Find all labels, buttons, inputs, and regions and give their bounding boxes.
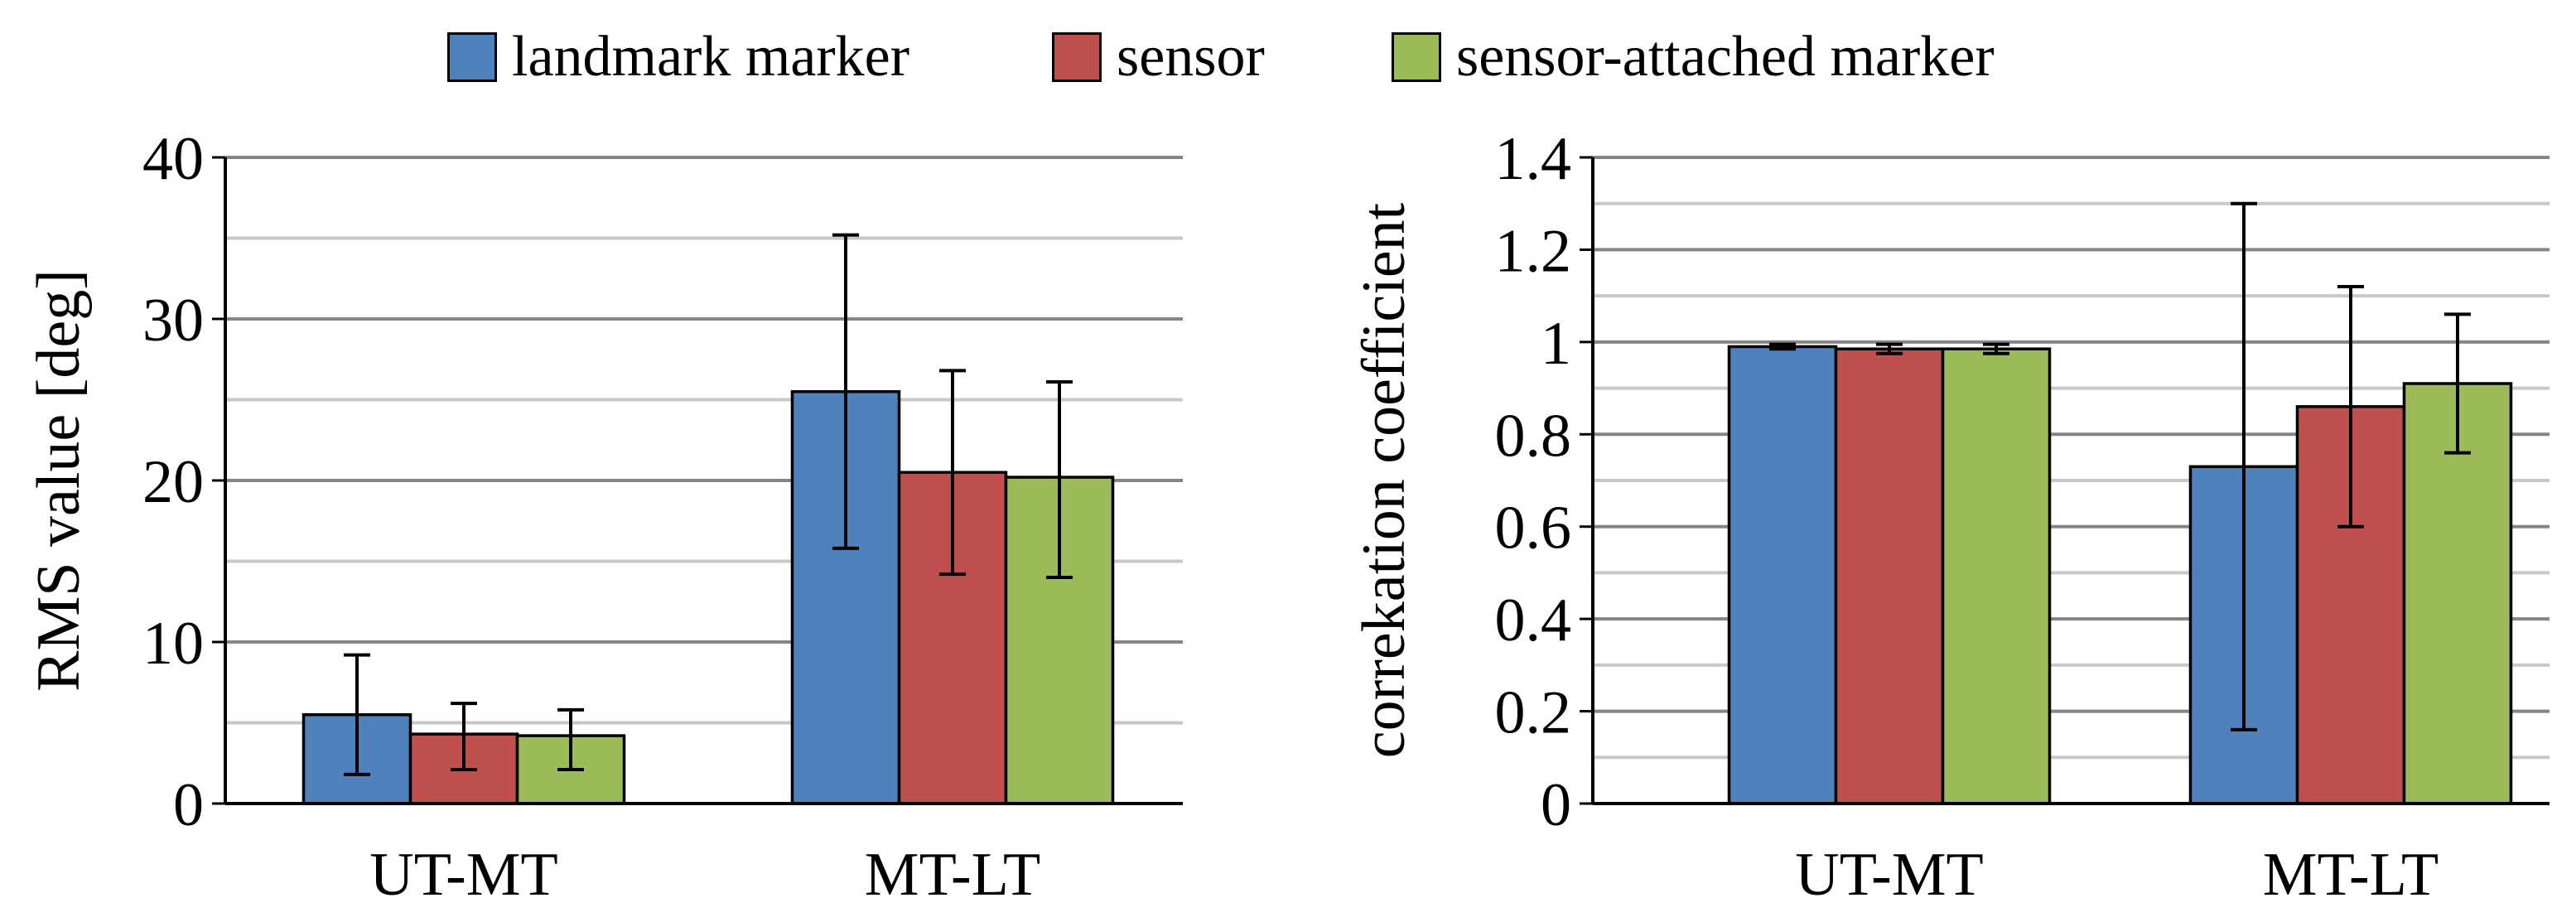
y-tick-label: 10	[142, 610, 204, 678]
bar-sensor-attached-marker-ut-mt	[1941, 347, 2052, 805]
y-tick-label: 1.4	[1495, 125, 1572, 193]
legend-swatch-sensor-attached-marker	[1392, 32, 1441, 82]
y-axis-title: RMS value [deg]	[25, 269, 93, 692]
x-tick-label-ut-mt: UT-MT	[1795, 841, 1984, 909]
legend-item-landmark-marker: landmark marker	[447, 25, 909, 89]
y-tick-label: 0	[1541, 771, 1571, 839]
legend-swatch-sensor	[1052, 32, 1102, 82]
y-tick-label: 20	[142, 448, 204, 516]
bar-landmark-marker-ut-mt	[1727, 345, 1838, 805]
legend-item-sensor: sensor	[1052, 25, 1265, 89]
y-tick-label: 0.8	[1495, 402, 1572, 470]
y-tick-label: 0.6	[1495, 495, 1572, 562]
legend-item-sensor-attached-marker: sensor-attached marker	[1392, 25, 1995, 89]
y-tick-label: 40	[142, 125, 204, 193]
y-tick-label: 0	[173, 771, 204, 839]
y-tick-label: 0.2	[1495, 679, 1572, 747]
legend-swatch-landmark-marker	[447, 32, 497, 82]
y-tick-label: 1	[1541, 310, 1571, 378]
y-tick-label: 1.2	[1495, 217, 1572, 285]
rms-chart: 0 10 20 30 40 UT-MT MT-LT RMS value [deg]	[25, 125, 1183, 909]
y-tick-label: 30	[142, 287, 204, 355]
legend-label-sensor-attached-marker: sensor-attached marker	[1456, 25, 1995, 89]
y-axis-title: correkation coefficient	[1350, 202, 1418, 758]
legend-label-sensor: sensor	[1117, 25, 1265, 89]
legend-label-landmark-marker: landmark marker	[512, 25, 910, 89]
y-tick-label: 0.4	[1495, 587, 1572, 654]
legend: landmark marker sensor sensor-attached m…	[0, 15, 2576, 98]
x-tick-label-mt-lt: MT-LT	[2263, 841, 2439, 909]
correlation-chart: 0 0.2 0.4 0.6 0.8 1 1.2 1.4 UT-MT MT-LT correkatio…	[1350, 125, 2549, 909]
x-tick-label-ut-mt: UT-MT	[369, 841, 558, 909]
x-tick-label-mt-lt: MT-LT	[865, 841, 1040, 909]
bar-sensor-ut-mt	[1834, 347, 1945, 805]
